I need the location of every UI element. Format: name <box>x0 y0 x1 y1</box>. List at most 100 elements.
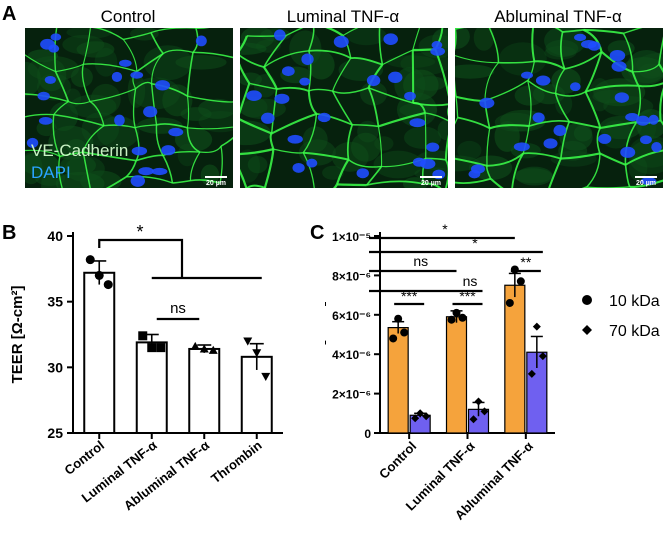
data-point <box>208 345 218 354</box>
dapi-nucleus <box>553 124 567 137</box>
ve-cadherin-junction <box>155 124 164 156</box>
ve-cadherin-junction <box>308 28 315 52</box>
ve-cadherin-junction <box>83 63 138 73</box>
ve-cadherin-junction <box>455 117 459 125</box>
data-point <box>422 412 431 421</box>
dapi-nucleus <box>420 158 436 170</box>
ve-cadherin-junction <box>342 28 359 37</box>
ve-cadherin-junction <box>263 66 278 90</box>
ve-cadherin-junction <box>585 84 639 93</box>
micrograph: 20 µm <box>25 28 233 188</box>
ve-cadherin-junction <box>186 52 194 97</box>
dapi-nucleus <box>470 164 486 174</box>
ve-cadherin-junction <box>240 82 251 115</box>
ve-cadherin-junction <box>624 121 638 165</box>
ve-cadherin-junction <box>125 160 137 178</box>
dapi-nucleus <box>274 93 290 104</box>
data-point <box>190 341 200 350</box>
ve-cadherin-junction <box>559 121 571 159</box>
ve-cadherin-junction <box>136 52 164 73</box>
ve-cadherin-junction <box>548 158 562 188</box>
legend-marker <box>582 325 592 335</box>
panel-letter-b: B <box>2 222 17 244</box>
ve-cadherin-junction <box>53 101 69 115</box>
dapi-nucleus <box>611 61 627 72</box>
ve-cadherin-junction <box>378 28 384 65</box>
micrograph: 20 µm <box>240 28 448 188</box>
ve-cadherin-junction <box>59 151 84 158</box>
ve-cadherin-junction <box>82 28 91 65</box>
dapi-nucleus <box>574 33 587 42</box>
ve-cadherin-junction <box>263 149 275 188</box>
data-point <box>505 298 514 307</box>
cell-body <box>177 143 198 167</box>
ve-cadherin-junction <box>599 152 626 166</box>
ve-cadherin-junction <box>105 176 127 188</box>
dapi-nucleus <box>614 92 629 103</box>
dapi-nucleus <box>40 38 55 50</box>
cell-body <box>573 124 593 142</box>
cell-body <box>143 45 193 81</box>
ve-cadherin-junction <box>186 96 190 128</box>
dapi-nucleus <box>138 167 154 176</box>
dapi-nucleus <box>143 106 158 118</box>
x-tick-label: Control <box>376 439 419 482</box>
cell-body <box>455 64 495 79</box>
ve-cadherin-junction <box>54 28 58 72</box>
ve-cadherin-junction <box>658 63 663 74</box>
ve-cadherin-junction <box>285 28 304 37</box>
ve-cadherin-junction <box>151 83 188 97</box>
ve-cadherin-junction <box>53 113 105 127</box>
ve-cadherin-junction <box>150 83 158 125</box>
ve-cadherin-junction <box>455 54 499 64</box>
data-point <box>94 270 104 280</box>
ve-cadherin-junction <box>83 151 137 162</box>
ve-cadherin-junction <box>150 32 164 55</box>
ve-cadherin-junction <box>377 126 383 167</box>
y-tick-label: 30 <box>47 359 63 375</box>
cell-body <box>513 168 553 184</box>
ve-cadherin-junction <box>455 177 491 184</box>
data-point <box>394 314 403 323</box>
cell-body <box>174 127 213 152</box>
cell-body <box>360 81 388 106</box>
ve-cadherin-junction <box>58 156 63 188</box>
dapi-nucleus <box>273 29 286 41</box>
ve-cadherin-junction <box>486 128 491 166</box>
ve-cadherin-junction <box>123 31 152 41</box>
dapi-nucleus <box>636 115 650 126</box>
cell-body <box>455 28 470 49</box>
ve-cadherin-junction <box>135 154 164 162</box>
data-point <box>480 407 489 416</box>
ve-cadherin-junction <box>271 112 317 135</box>
data-point <box>411 414 420 423</box>
ve-cadherin-junction <box>186 127 201 153</box>
legend-label: 70 kDa <box>609 323 660 340</box>
bar <box>83 271 116 435</box>
data-point <box>474 397 483 406</box>
ve-cadherin-junction <box>455 28 457 52</box>
data-point <box>138 331 148 341</box>
dapi-nucleus <box>131 146 148 156</box>
y-tick-label: 6×10⁻⁶ <box>332 309 371 323</box>
cell-body <box>240 120 271 146</box>
dapi-nucleus <box>409 118 426 128</box>
dapi-nucleus <box>246 90 262 101</box>
dapi-nucleus <box>388 71 403 83</box>
ve-cadherin-junction <box>638 82 663 88</box>
ve-cadherin-junction <box>162 49 194 55</box>
dapi-nucleus <box>580 39 597 49</box>
ve-cadherin-junction <box>486 152 524 167</box>
cell-body <box>457 140 482 160</box>
data-point <box>199 344 209 353</box>
cell-body <box>498 42 547 76</box>
data-point <box>261 372 271 382</box>
dapi-nucleus <box>625 113 640 122</box>
dapi-nucleus <box>609 50 626 62</box>
data-point <box>389 334 398 343</box>
cell-body <box>198 98 233 119</box>
ve-cadherin-junction <box>632 63 660 73</box>
significance-label: ns <box>413 253 428 269</box>
cell-body <box>514 85 545 106</box>
stain-label-ve-cadherin: VE-Cadherin <box>31 141 129 160</box>
